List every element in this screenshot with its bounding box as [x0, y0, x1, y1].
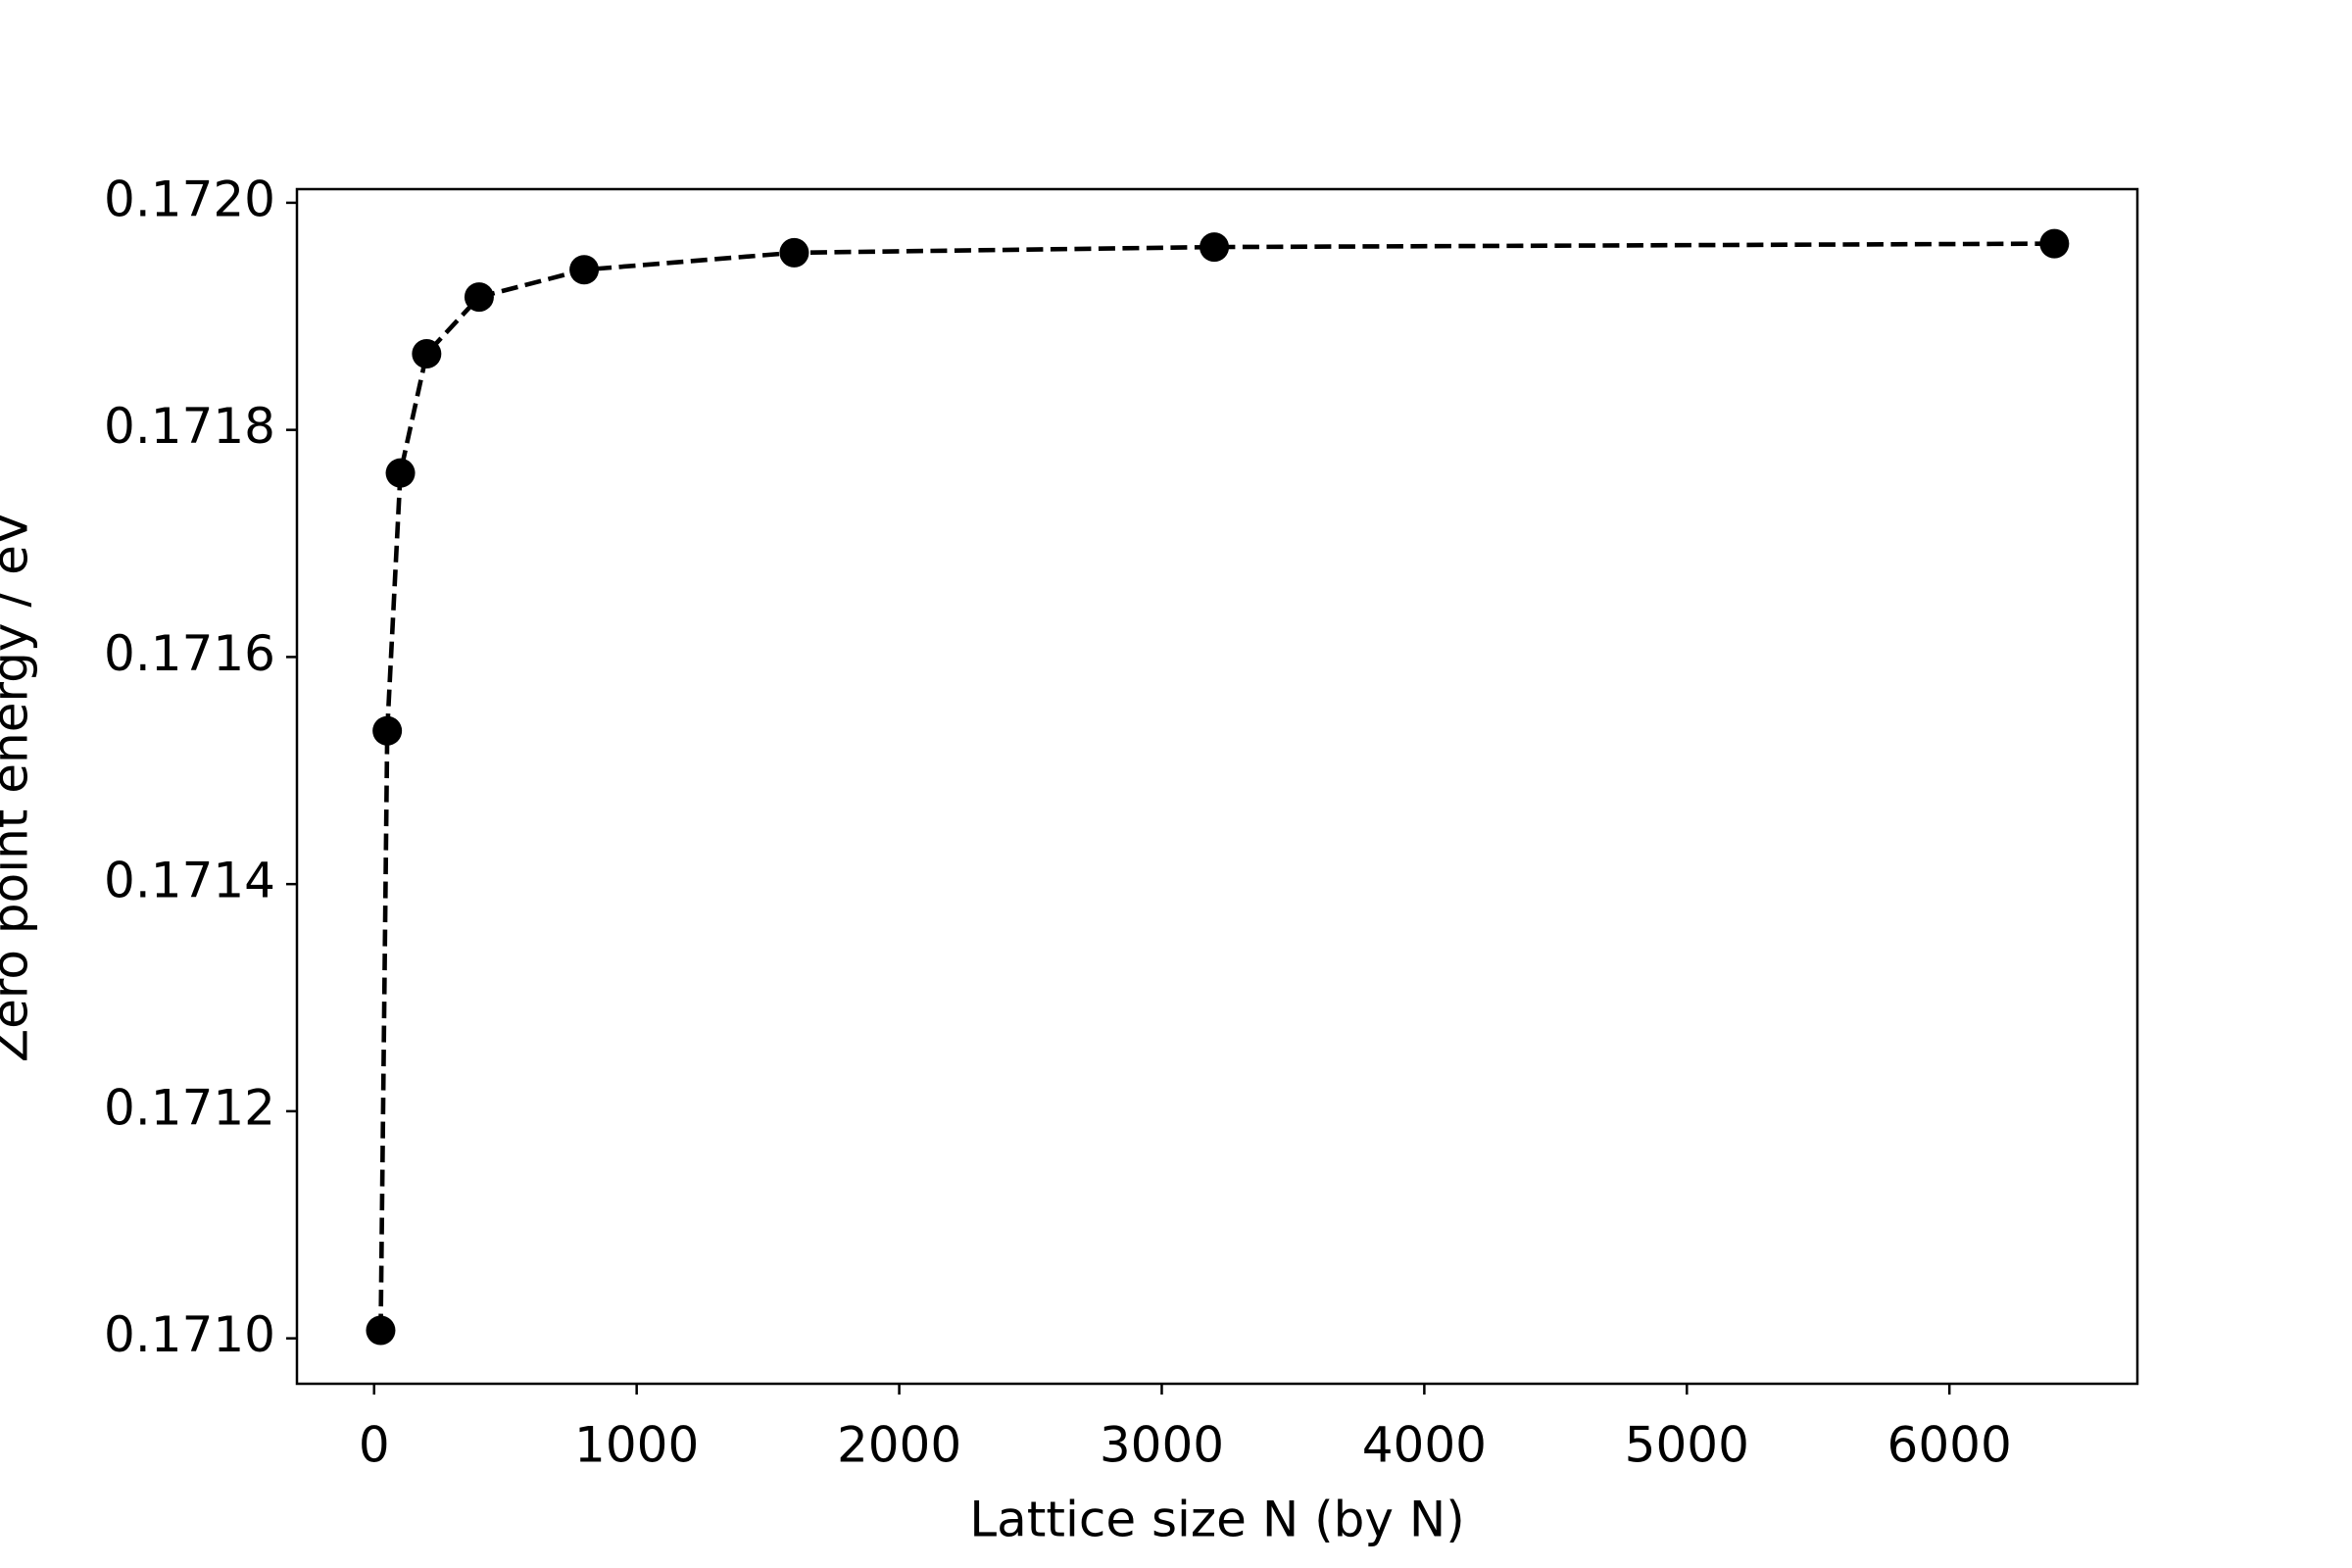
data-point: [1200, 232, 1230, 263]
x-tick-label: 3000: [1100, 1417, 1224, 1474]
y-tick-label: 0.1718: [104, 398, 275, 455]
data-point: [385, 458, 416, 488]
y-tick-label: 0.1716: [104, 625, 275, 682]
y-tick-label: 0.1710: [104, 1306, 275, 1363]
y-axis-label: Zero point energy / eV: [0, 512, 39, 1062]
data-point: [779, 237, 809, 268]
x-tick-label: 0: [359, 1417, 390, 1474]
data-point: [569, 255, 600, 285]
data-point: [412, 339, 442, 369]
data-point: [366, 1315, 396, 1346]
x-tick-label: 6000: [1887, 1417, 2012, 1474]
plot-frame: [295, 187, 2139, 1386]
y-tick-label: 0.1720: [104, 171, 275, 227]
y-tick-label: 0.1714: [104, 853, 275, 909]
y-tick-label: 0.1712: [104, 1079, 275, 1136]
x-tick-label: 1000: [574, 1417, 699, 1474]
x-tick-label: 4000: [1362, 1417, 1487, 1474]
data-point: [372, 715, 403, 746]
x-tick-label: 2000: [837, 1417, 961, 1474]
data-point: [2039, 228, 2070, 259]
data-point: [464, 282, 494, 313]
x-axis-label: Lattice size N (by N): [969, 1492, 1465, 1548]
x-tick-label: 5000: [1625, 1417, 1749, 1474]
series-line: [378, 241, 2055, 1331]
